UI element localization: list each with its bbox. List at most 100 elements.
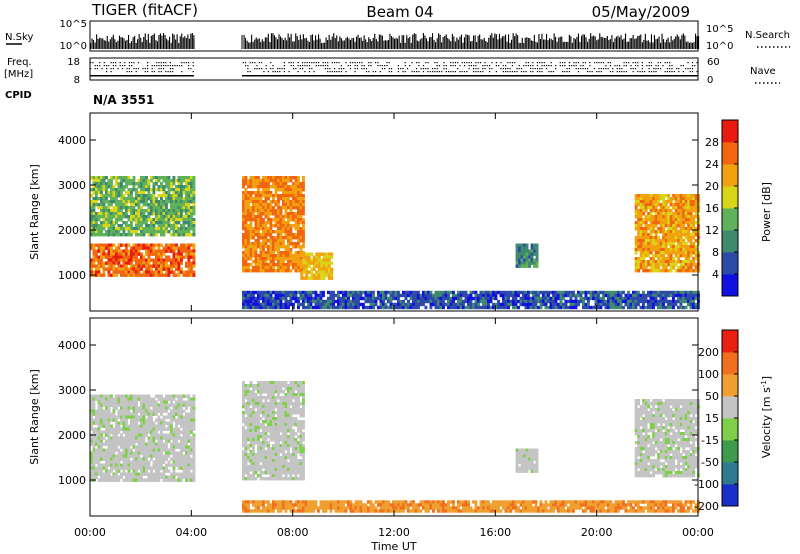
freq-dot bbox=[532, 62, 534, 64]
heatmap-cell bbox=[90, 218, 93, 222]
heatmap-cell bbox=[120, 191, 123, 195]
heatmap-cell bbox=[569, 305, 573, 310]
heatmap-cell bbox=[417, 290, 420, 295]
heatmap-cell bbox=[302, 242, 305, 246]
heatmap-cell bbox=[137, 203, 141, 207]
noise-bar bbox=[562, 42, 564, 49]
heatmap-cell bbox=[272, 251, 275, 255]
heatmap-cell bbox=[172, 261, 176, 265]
heatmap-cell bbox=[649, 230, 653, 234]
heatmap-cell bbox=[689, 236, 693, 240]
heatmap-cell bbox=[110, 212, 113, 216]
heatmap-cell bbox=[512, 290, 515, 295]
noise-bar bbox=[608, 40, 610, 49]
heatmap-cell bbox=[467, 296, 470, 301]
heatmap-cell bbox=[117, 454, 121, 458]
heatmap-cell bbox=[642, 206, 646, 210]
heatmap-cell bbox=[269, 185, 273, 189]
heatmap-cell bbox=[249, 302, 253, 307]
freq-dot bbox=[158, 65, 160, 67]
heatmap-cell bbox=[122, 179, 126, 183]
heatmap-cell bbox=[294, 221, 298, 225]
heatmap-cell bbox=[300, 276, 304, 280]
heatmap-cell bbox=[284, 263, 288, 267]
heatmap-cell bbox=[674, 263, 678, 267]
freq-dot bbox=[660, 68, 662, 70]
heatmap-cell bbox=[344, 290, 348, 295]
heatmap-cell bbox=[117, 212, 121, 216]
heatmap-cell bbox=[95, 273, 98, 277]
heatmap-cell bbox=[664, 209, 668, 213]
heatmap-cell bbox=[130, 442, 133, 446]
heatmap-cell bbox=[274, 245, 278, 249]
freq-dot bbox=[660, 62, 662, 64]
freq-dot bbox=[263, 71, 265, 73]
noise-bar bbox=[375, 39, 377, 49]
heatmap-cell bbox=[299, 293, 303, 298]
heatmap-cell bbox=[532, 296, 535, 301]
heatmap-cell bbox=[95, 448, 98, 452]
heatmap-cell bbox=[274, 296, 278, 301]
heatmap-cell bbox=[185, 249, 188, 253]
heatmap-cell bbox=[120, 403, 123, 407]
heatmap-cell bbox=[564, 302, 568, 307]
freq-dot bbox=[541, 65, 543, 67]
heatmap-cell bbox=[679, 245, 683, 249]
heatmap-cell bbox=[135, 224, 138, 228]
freq-dot bbox=[573, 65, 575, 67]
freq-dot bbox=[427, 62, 429, 64]
heatmap-cell bbox=[135, 230, 138, 234]
freq-dot bbox=[131, 71, 133, 73]
freq-dot bbox=[331, 62, 333, 64]
heatmap-cell bbox=[347, 290, 350, 295]
heatmap-cell bbox=[494, 305, 498, 310]
heatmap-cell bbox=[182, 176, 186, 180]
heatmap-cell bbox=[287, 221, 290, 225]
heatmap-cell bbox=[142, 243, 146, 247]
heatmap-cell bbox=[145, 203, 148, 207]
heatmap-cell bbox=[145, 249, 148, 253]
noise-bar bbox=[340, 38, 342, 49]
heatmap-cell bbox=[135, 191, 138, 195]
heatmap-cell bbox=[528, 249, 531, 253]
noise-bar bbox=[652, 42, 654, 49]
freq-dot bbox=[536, 68, 539, 70]
heatmap-cell bbox=[509, 293, 513, 298]
heatmap-cell bbox=[90, 427, 93, 431]
heatmap-cell bbox=[364, 290, 368, 295]
heatmap-cell bbox=[682, 206, 686, 210]
heatmap-cell bbox=[102, 221, 106, 225]
heatmap-cell bbox=[157, 188, 161, 192]
heatmap-cell bbox=[664, 221, 668, 225]
heatmap-cell bbox=[190, 273, 193, 277]
heatmap-cell bbox=[125, 463, 128, 467]
heatmap-cell bbox=[102, 430, 106, 434]
noise-bar bbox=[403, 35, 405, 49]
heatmap-cell bbox=[187, 264, 191, 268]
heatmap-cell bbox=[177, 215, 181, 219]
heatmap-cell bbox=[269, 269, 273, 273]
heatmap-cell bbox=[192, 212, 196, 216]
freq-dot bbox=[612, 71, 614, 73]
heatmap-cell bbox=[247, 242, 250, 246]
noise-bar bbox=[143, 36, 145, 49]
heatmap-cell bbox=[687, 293, 690, 298]
noise-bar bbox=[479, 34, 481, 49]
freq-dot bbox=[272, 68, 274, 70]
heatmap-cell bbox=[120, 439, 123, 443]
heatmap-cell bbox=[594, 299, 598, 304]
heatmap-cell bbox=[302, 212, 305, 216]
heatmap-cell bbox=[140, 206, 143, 210]
heatmap-cell bbox=[112, 273, 116, 277]
heatmap-cell bbox=[528, 255, 531, 259]
noise-bar bbox=[134, 35, 136, 49]
heatmap-cell bbox=[284, 266, 288, 270]
noise-bar bbox=[138, 34, 140, 49]
heatmap-cell bbox=[187, 206, 191, 210]
heatmap-cell bbox=[439, 293, 443, 298]
freq-dot bbox=[630, 68, 632, 70]
heatmap-cell bbox=[244, 290, 248, 295]
noise-bar bbox=[283, 39, 285, 49]
heatmap-cell bbox=[120, 200, 123, 204]
heatmap-cell bbox=[669, 266, 673, 270]
